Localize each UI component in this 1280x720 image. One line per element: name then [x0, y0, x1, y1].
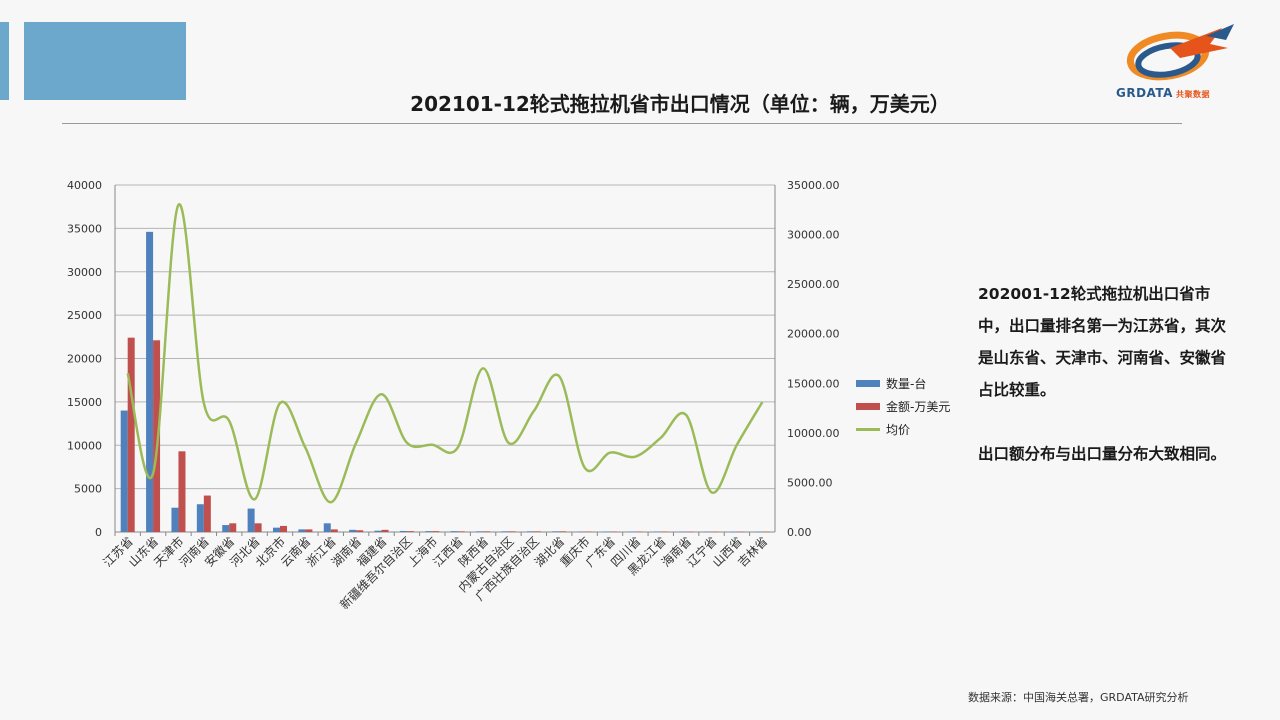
bar	[679, 531, 687, 533]
y-right-tick-label: 5000.00	[787, 476, 833, 489]
bar	[559, 531, 567, 532]
y-left-tick-label: 5000	[74, 483, 102, 496]
bar	[736, 531, 744, 533]
accent-bar-left	[0, 22, 9, 100]
bar	[552, 531, 560, 532]
y-left-tick-label: 0	[95, 526, 102, 539]
avg-price-line	[126, 203, 764, 504]
y-left-tick-label: 30000	[67, 266, 102, 279]
logo-text: GRDATA 共聚数据	[1116, 86, 1210, 100]
y-right-tick-label: 20000.00	[787, 328, 840, 341]
bar	[450, 531, 458, 532]
y-left-tick-label: 10000	[67, 439, 102, 452]
bar	[323, 523, 331, 532]
bar	[476, 531, 484, 532]
legend-label-amount: 金额-万美元	[886, 400, 951, 414]
y-right-tick-label: 15000.00	[787, 377, 840, 390]
legend-label-avg: 均价	[886, 423, 911, 437]
legend-label-qty: 数量-台	[886, 377, 927, 391]
bar	[762, 531, 770, 533]
bar	[711, 531, 719, 533]
bar	[660, 531, 668, 532]
bar	[178, 451, 186, 532]
bar	[349, 529, 357, 532]
bar	[686, 531, 694, 533]
bar	[374, 530, 382, 532]
y-right-tick-label: 10000.00	[787, 427, 840, 440]
export-chart: 0 5000 10000 15000 20000 25000 30000 35000 40000…	[67, 179, 840, 612]
bar	[526, 531, 534, 532]
y-right-tick-label: 35000.00	[787, 179, 840, 192]
bar	[381, 529, 389, 532]
legend-swatch-qty	[856, 380, 880, 387]
legend-swatch-amount	[856, 403, 880, 410]
bar	[483, 531, 491, 532]
bar	[399, 530, 407, 532]
bar	[273, 527, 280, 532]
bar	[356, 530, 364, 532]
y-right-tick-label: 30000.00	[787, 229, 840, 242]
y-left-tick-label: 35000	[67, 222, 102, 235]
accent-bar-main	[24, 22, 186, 100]
bar	[653, 531, 661, 532]
bar	[153, 340, 161, 532]
chart-legend: 数量-台 金额-万美元 均价	[856, 372, 950, 441]
bar	[171, 507, 179, 532]
data-source: 数据来源：中国海关总署，GRDATA研究分析	[968, 691, 1189, 704]
bar	[432, 531, 440, 532]
bar	[406, 531, 414, 532]
grdata-logo-icon	[1126, 24, 1234, 81]
bar	[203, 495, 211, 532]
bar	[610, 531, 617, 532]
bar	[425, 531, 433, 532]
bar	[628, 531, 636, 532]
bar	[704, 531, 712, 533]
bar	[584, 531, 592, 532]
title-divider	[62, 123, 1182, 124]
y-left-tick-label: 20000	[67, 353, 102, 366]
bar	[146, 231, 154, 532]
bar	[635, 531, 643, 532]
bar	[229, 523, 237, 532]
bar	[305, 529, 313, 532]
analysis-text: 202001-12轮式拖拉机出口省市中，出口量排名第一为江苏省，其次是山东省、天…	[978, 278, 1230, 502]
bar	[457, 531, 465, 532]
y-left-tick-label: 15000	[67, 396, 102, 409]
legend-swatch-avg	[856, 428, 880, 431]
bar	[120, 410, 128, 532]
bar	[603, 531, 610, 532]
bar	[247, 508, 255, 532]
y-right-tick-label: 25000.00	[787, 278, 840, 291]
bar	[533, 531, 541, 532]
bar	[330, 529, 338, 532]
bar	[755, 531, 763, 533]
bar	[196, 504, 204, 532]
bar	[501, 531, 509, 532]
bar	[508, 531, 516, 532]
analysis-paragraph-1: 202001-12轮式拖拉机出口省市中，出口量排名第一为江苏省，其次是山东省、天…	[978, 285, 1227, 399]
bar	[298, 529, 306, 532]
legend-item-amount: 金额-万美元	[856, 395, 950, 418]
legend-item-avg: 均价	[856, 418, 950, 441]
bar	[280, 525, 287, 532]
page-title: 202101-12轮式拖拉机省市出口情况（单位：辆，万美元）	[410, 92, 950, 116]
bar	[254, 523, 262, 532]
y-right-tick-label: 0.00	[787, 526, 812, 539]
y-left-tick-label: 40000	[67, 179, 102, 192]
bar	[222, 525, 230, 532]
bar	[729, 531, 737, 533]
y-left-tick-label: 25000	[67, 309, 102, 322]
legend-item-qty: 数量-台	[856, 372, 950, 395]
bar	[577, 531, 585, 532]
analysis-paragraph-2: 出口额分布与出口量分布大致相同。	[978, 445, 1227, 463]
bar	[127, 337, 135, 532]
